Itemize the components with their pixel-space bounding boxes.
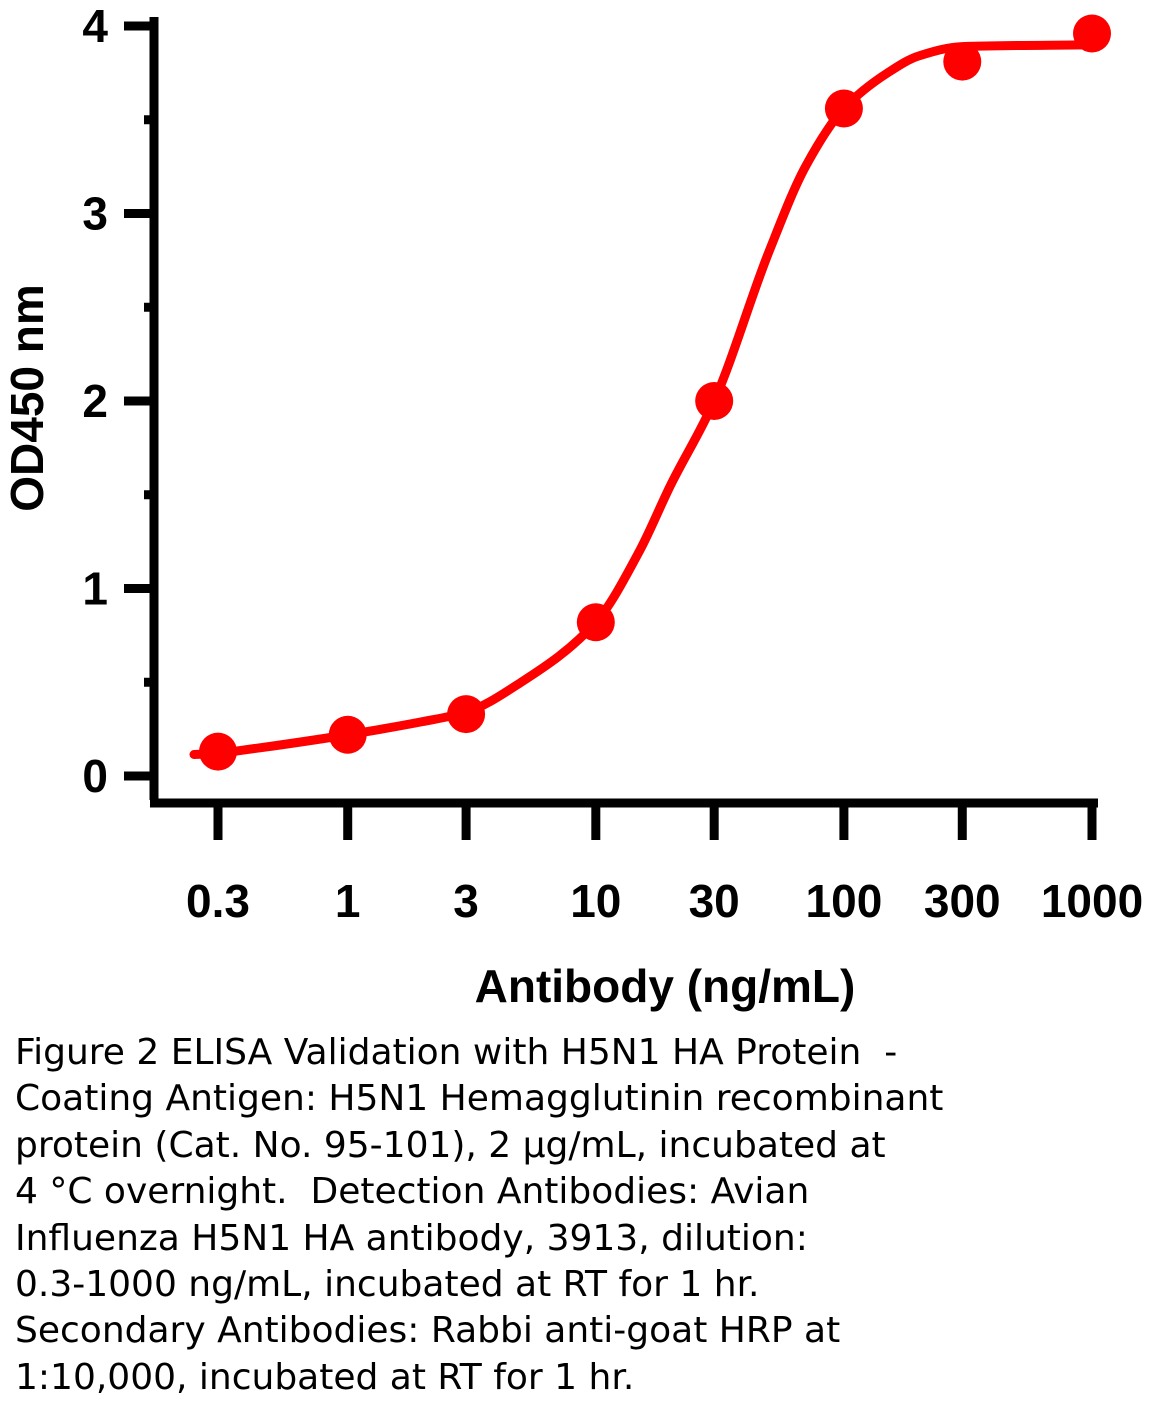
caption-line: 0.3-1000 ng/mL, incubated at RT for 1 hr… xyxy=(15,1264,760,1306)
x-tick-label: 1 xyxy=(335,875,361,927)
data-point xyxy=(1073,14,1111,53)
x-tick-label: 1000 xyxy=(1041,875,1143,927)
tick-labels-layer: 0 1 2 3 4 0.3 1 3 10 30 100 300 1000 xyxy=(82,0,1143,927)
caption-line: 4 °C overnight. Detection Antibodies: Av… xyxy=(15,1171,810,1213)
caption-line: Influenza H5N1 HA antibody, 3913, diluti… xyxy=(15,1217,808,1259)
figure-caption: Figure 2 ELISA Validation with H5N1 HA P… xyxy=(15,1030,1135,1401)
data-point xyxy=(328,715,367,754)
fit-curve xyxy=(189,40,1097,759)
x-tick-label: 300 xyxy=(924,875,1001,927)
y-tick-label: 1 xyxy=(82,563,108,615)
data-point xyxy=(199,732,237,771)
y-tick-label: 3 xyxy=(82,188,108,240)
caption-line: Secondary Antibodies: Rabbi anti-goat HR… xyxy=(15,1310,841,1352)
chart: 0 1 2 3 4 0.3 1 3 10 30 100 300 1000 Antibody (ng/mL… xyxy=(1,0,1143,1012)
chart-svg: 0 1 2 3 4 0.3 1 3 10 30 100 300 1000 Antibody (ng/mL… xyxy=(1,0,1143,1012)
data-point xyxy=(824,89,863,128)
x-axis-title: Antibody (ng/mL) xyxy=(475,960,856,1012)
y-tick-label: 2 xyxy=(82,375,108,427)
y-axis-title: OD450 nm xyxy=(1,284,53,512)
data-point xyxy=(576,603,615,642)
fit-curve-layer xyxy=(189,40,1097,759)
axes xyxy=(124,17,1098,840)
x-tick-label: 100 xyxy=(806,875,883,927)
data-points-layer xyxy=(199,14,1111,771)
x-tick-label: 30 xyxy=(689,875,740,927)
caption-line: protein (Cat. No. 95-101), 2 μg/mL, incu… xyxy=(15,1124,886,1166)
data-point xyxy=(943,42,982,81)
x-tick-label: 0.3 xyxy=(186,875,250,927)
y-tick-label: 4 xyxy=(82,0,108,52)
x-tick-label: 10 xyxy=(570,875,621,927)
data-point xyxy=(695,382,734,420)
caption-line: Figure 2 ELISA Validation with H5N1 HA P… xyxy=(15,1032,898,1073)
caption-line: 1:10,000, incubated at RT for 1 hr. xyxy=(15,1356,635,1398)
data-point xyxy=(447,695,486,734)
y-tick-label: 0 xyxy=(82,750,108,802)
caption-line: Coating Antigen: H5N1 Hemagglutinin reco… xyxy=(15,1078,944,1120)
x-tick-label: 3 xyxy=(453,875,479,927)
